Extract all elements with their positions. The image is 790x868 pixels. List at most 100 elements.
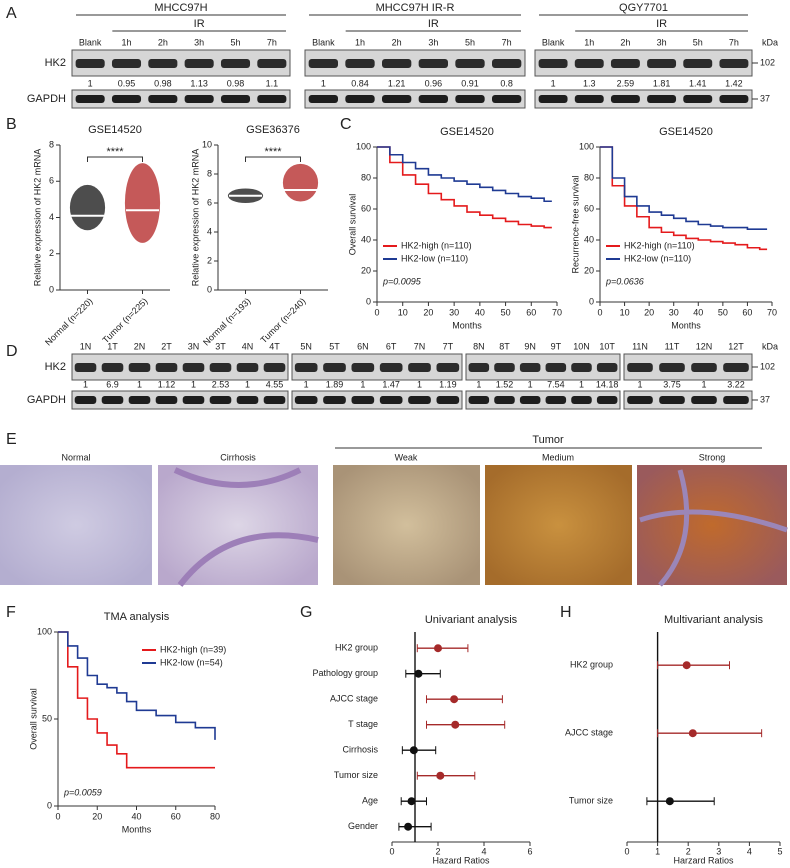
band	[128, 396, 151, 404]
band	[294, 363, 318, 372]
x-tick-label: Tumor (n=240)	[258, 296, 307, 345]
ratio-label: 1	[245, 379, 250, 389]
y-tick-label: 100	[579, 141, 594, 151]
x-tick-label: 0	[374, 307, 379, 317]
band	[545, 396, 567, 404]
treatment-label: IR	[194, 18, 205, 30]
group-label: Tumor	[532, 434, 564, 446]
x-tick-label: 10	[398, 307, 408, 317]
band	[351, 363, 375, 372]
lane-label: 8N	[473, 341, 485, 351]
size-label: 102	[760, 361, 775, 371]
y-tick-label: 8	[207, 168, 212, 178]
x-tick-label: 6	[527, 846, 532, 856]
ratio-label: 7.54	[547, 379, 565, 389]
lane-label: 6T	[386, 341, 397, 351]
ratio-label: 1.12	[158, 379, 176, 389]
y-tick-label: 0	[47, 800, 52, 810]
row-label: Gender	[348, 821, 378, 831]
row-label: HK2	[45, 57, 66, 69]
x-tick-label: 30	[669, 307, 679, 317]
ratio-label: 3.75	[663, 379, 681, 389]
ratio-label: 1.89	[326, 379, 344, 389]
band	[220, 95, 251, 103]
band	[209, 363, 232, 372]
band	[492, 95, 522, 103]
legend-label: HK2-low (n=54)	[160, 657, 223, 667]
band	[155, 396, 178, 404]
band	[719, 95, 749, 103]
band	[719, 59, 749, 68]
band	[659, 363, 685, 372]
hr-point	[434, 644, 442, 653]
x-tick-label: 40	[131, 811, 141, 821]
lane-label: 2h	[392, 37, 402, 47]
ihc-texture	[173, 467, 319, 587]
lane-label: 7T	[443, 341, 454, 351]
band	[683, 59, 713, 68]
hr-point	[436, 771, 445, 780]
band	[323, 363, 346, 372]
band	[351, 396, 375, 404]
y-tick-label: 6	[49, 176, 54, 186]
x-tick-label: 70	[767, 307, 777, 317]
x-tick-label: 40	[693, 307, 703, 317]
unit-label: kDa	[762, 37, 778, 47]
hr-point	[450, 695, 459, 704]
chart-title: Multivariant analysis	[664, 614, 764, 626]
band	[75, 95, 105, 103]
band	[263, 396, 286, 404]
hr-point	[414, 669, 423, 678]
band	[691, 363, 717, 372]
y-tick-label: 0	[207, 284, 212, 294]
hr-point	[665, 797, 674, 806]
x-tick-label: 30	[449, 307, 459, 317]
y-tick-label: 100	[37, 626, 52, 636]
point-cloud	[69, 184, 106, 231]
panel-label: F	[6, 604, 16, 621]
ratio-label: 1.3	[583, 78, 596, 88]
size-label: 102	[760, 57, 775, 67]
band	[111, 95, 142, 103]
ratio-label: 2.59	[617, 78, 635, 88]
band	[148, 95, 178, 103]
panel-label: D	[6, 343, 18, 360]
band	[596, 396, 618, 404]
ratio-label: 1.81	[653, 78, 671, 88]
ratio-label: 1	[579, 379, 584, 389]
x-tick-label: 70	[552, 307, 562, 317]
ratio-label: 1	[637, 379, 642, 389]
y-tick-label: 100	[356, 141, 371, 151]
survival-curve	[600, 146, 768, 230]
ratio-label: 1.41	[689, 78, 707, 88]
lane-label: 8T	[499, 341, 510, 351]
x-tick-label: 5	[777, 846, 782, 856]
band	[220, 59, 251, 68]
row-label: Age	[362, 796, 378, 806]
panel-label: C	[340, 116, 352, 133]
y-tick-label: 80	[361, 172, 371, 182]
x-tick-label: Normal (n=220)	[43, 296, 94, 347]
lane-label: Blank	[542, 37, 565, 47]
lane-label: 1N	[80, 341, 92, 351]
lane-label: 3h	[657, 37, 667, 47]
lane-label: 1T	[107, 341, 118, 351]
lane-label: 10N	[573, 341, 590, 351]
row-label: AJCC stage	[330, 694, 378, 704]
band	[408, 363, 431, 372]
y-tick-label: 80	[584, 172, 594, 182]
point-cloud	[282, 163, 319, 202]
ratio-label: 1	[417, 379, 422, 389]
band	[418, 59, 448, 68]
x-tick-label: 50	[501, 307, 511, 317]
lane-label: 5N	[300, 341, 312, 351]
lane-label: 1h	[121, 37, 131, 47]
ratio-label: 0.96	[425, 78, 443, 88]
band	[723, 396, 749, 404]
lane-label: 7h	[267, 37, 277, 47]
lane-label: 1h	[355, 37, 365, 47]
band	[382, 59, 412, 68]
ratio-label: 1.52	[496, 379, 514, 389]
panel-label: G	[300, 604, 312, 621]
